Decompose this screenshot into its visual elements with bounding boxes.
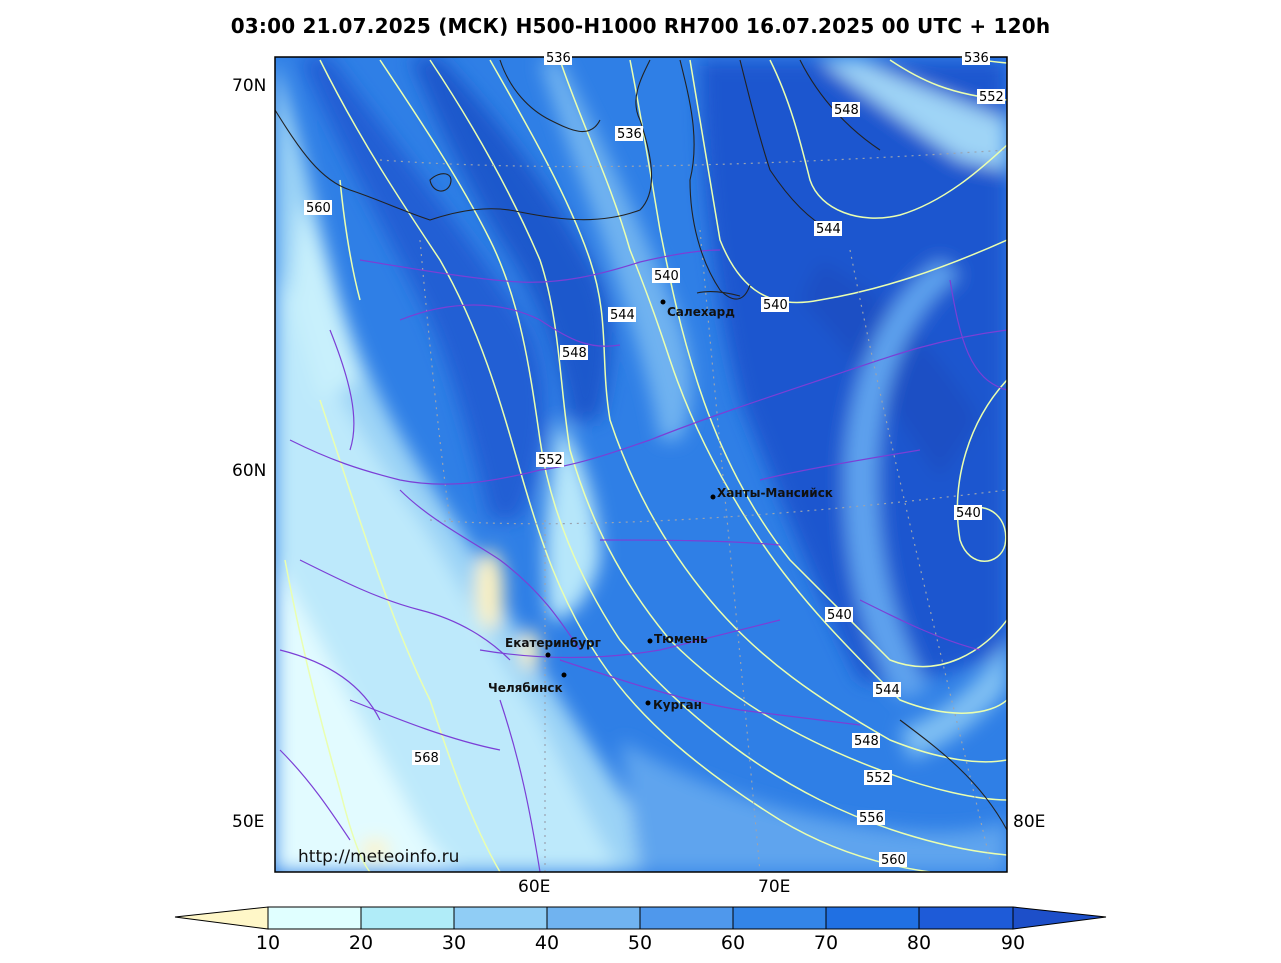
svg-text:540: 540	[654, 269, 679, 284]
svg-text:Екатеринбург: Екатеринбург	[505, 636, 601, 650]
admin-borders	[279, 249, 1007, 872]
svg-text:552: 552	[538, 453, 563, 468]
contour-label: 540	[652, 268, 680, 284]
lon-label: 80E	[1013, 812, 1045, 832]
lon-label: 70E	[758, 877, 790, 897]
city-kurgan: Курган	[645, 698, 702, 712]
contour-label: 552	[536, 452, 564, 468]
city-yekaterinburg: Екатеринбург	[505, 636, 601, 658]
svg-text:548: 548	[854, 734, 879, 749]
svg-text:560: 560	[881, 853, 906, 868]
svg-text:544: 544	[610, 308, 635, 323]
contour-label: 536	[962, 50, 990, 66]
contour-label: 560	[304, 200, 332, 216]
colorbar-tick: 80	[907, 932, 931, 954]
svg-text:544: 544	[875, 683, 900, 698]
svg-text:548: 548	[834, 103, 859, 118]
contour-label: 552	[864, 770, 892, 786]
axis-labels: 70N 60N 50E 60E 70E 80E	[232, 76, 1045, 897]
contour-label: 548	[852, 733, 880, 749]
svg-text:568: 568	[414, 751, 439, 766]
contour-label: 560	[879, 852, 907, 868]
colorbar-tick: 60	[721, 932, 745, 954]
lat-label: 70N	[232, 76, 266, 96]
colorbar-tick: 50	[628, 932, 652, 954]
city-tyumen: Тюмень	[647, 632, 708, 646]
colorbar-tick: 70	[814, 932, 838, 954]
svg-text:536: 536	[617, 127, 642, 142]
svg-text:Тюмень: Тюмень	[654, 632, 708, 646]
svg-text:544: 544	[816, 222, 841, 237]
cities: Салехард Ханты-Мансийск Екатеринбург Тюм…	[488, 299, 833, 712]
svg-text:536: 536	[964, 51, 989, 66]
contour-label: 540	[761, 297, 789, 313]
svg-text:540: 540	[827, 608, 852, 623]
svg-text:536: 536	[546, 51, 571, 66]
lat-label: 60N	[232, 461, 266, 481]
svg-text:Курган: Курган	[653, 698, 702, 712]
humidity-field	[275, 57, 1007, 872]
svg-text:540: 540	[956, 506, 981, 521]
map-title: 03:00 21.07.2025 (МСК) H500-H1000 RH700 …	[230, 14, 1051, 38]
svg-text:560: 560	[306, 201, 331, 216]
contour-label: 536	[544, 50, 572, 66]
city-khanty-mansiysk: Ханты-Мансийск	[710, 486, 833, 500]
contour-label: 548	[832, 102, 860, 118]
contour-label: 536	[615, 126, 643, 142]
colorbar-tick: 20	[349, 932, 373, 954]
lon-label: 60E	[518, 877, 550, 897]
coastlines	[275, 59, 1007, 831]
lat-label: 50E	[232, 812, 264, 832]
contour-label: 552	[977, 89, 1005, 105]
svg-text:540: 540	[763, 298, 788, 313]
colorbar-tick: 10	[256, 932, 280, 954]
contour-label: 544	[814, 221, 842, 237]
svg-text:Ханты-Мансийск: Ханты-Мансийск	[717, 486, 833, 500]
svg-text:548: 548	[562, 346, 587, 361]
map-frame	[274, 56, 1008, 873]
city-chelyabinsk: Челябинск	[488, 672, 567, 695]
svg-text:Салехард: Салехард	[667, 305, 735, 319]
svg-text:552: 552	[979, 90, 1004, 105]
graticule	[379, 149, 1007, 872]
svg-text:552: 552	[866, 771, 891, 786]
contour-label: 556	[857, 810, 885, 826]
colorbar-tick: 30	[442, 932, 466, 954]
watermark: http://meteoinfo.ru	[298, 847, 459, 867]
contour-label: 540	[954, 505, 982, 521]
colorbar	[174, 906, 1107, 930]
contour-label: 548	[560, 345, 588, 361]
contour-label: 544	[873, 682, 901, 698]
contour-labels: 536 536 552 548 536 560 544 540 544 548 …	[304, 50, 1005, 868]
svg-text:556: 556	[859, 811, 884, 826]
colorbar-tick: 90	[1001, 932, 1025, 954]
svg-text:Челябинск: Челябинск	[488, 681, 563, 695]
colorbar-tick: 40	[535, 932, 559, 954]
city-salekhard: Салехард	[660, 299, 735, 319]
contour-label: 544	[608, 307, 636, 323]
contour-label: 568	[412, 750, 440, 766]
contour-label: 540	[825, 607, 853, 623]
colorbar-ticks: 10 20 30 40 50 60 70 80 90	[256, 932, 1025, 954]
